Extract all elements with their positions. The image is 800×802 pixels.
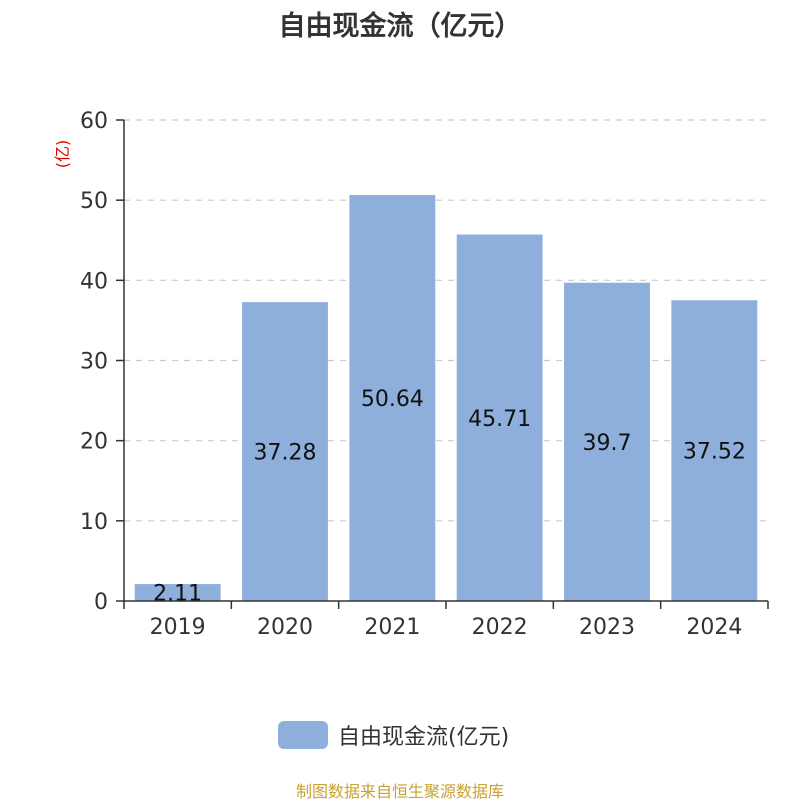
y-tick-label: 30 — [80, 350, 108, 375]
data-label: 39.7 — [583, 431, 632, 456]
x-tick-label: 2022 — [472, 615, 528, 640]
data-label: 2.11 — [153, 582, 202, 607]
x-tick-label: 2020 — [257, 615, 313, 640]
legend[interactable]: 自由现金流(亿元) — [278, 718, 509, 752]
data-label: 50.64 — [361, 387, 424, 412]
legend-label: 自由现金流(亿元) — [338, 725, 510, 750]
legend-swatch — [278, 721, 328, 749]
data-label: 45.71 — [468, 407, 531, 432]
bar — [242, 302, 328, 601]
bar — [349, 195, 436, 601]
source-note: 制图数据来自恒生聚源数据库 — [295, 782, 504, 801]
bar — [564, 282, 650, 601]
bar — [134, 584, 221, 601]
bar — [671, 300, 758, 601]
x-tick-label: 2024 — [686, 615, 742, 640]
data-label: 37.28 — [254, 441, 317, 466]
y-tick-label: 50 — [80, 189, 108, 214]
x-tick-label: 2021 — [364, 615, 420, 640]
data-label: 37.52 — [683, 440, 746, 465]
bar — [456, 234, 543, 601]
x-tick-label: 2023 — [579, 615, 635, 640]
y-tick-label: 20 — [80, 430, 108, 455]
y-tick-label: 60 — [80, 109, 108, 134]
x-tick-label: 2019 — [150, 615, 206, 640]
chart-title: 自由现金流（亿元） — [278, 11, 522, 42]
y-tick-label: 40 — [80, 269, 108, 294]
y-tick-label: 0 — [94, 590, 108, 615]
y-unit-label: (亿) — [53, 140, 72, 169]
y-tick-label: 10 — [80, 510, 108, 535]
